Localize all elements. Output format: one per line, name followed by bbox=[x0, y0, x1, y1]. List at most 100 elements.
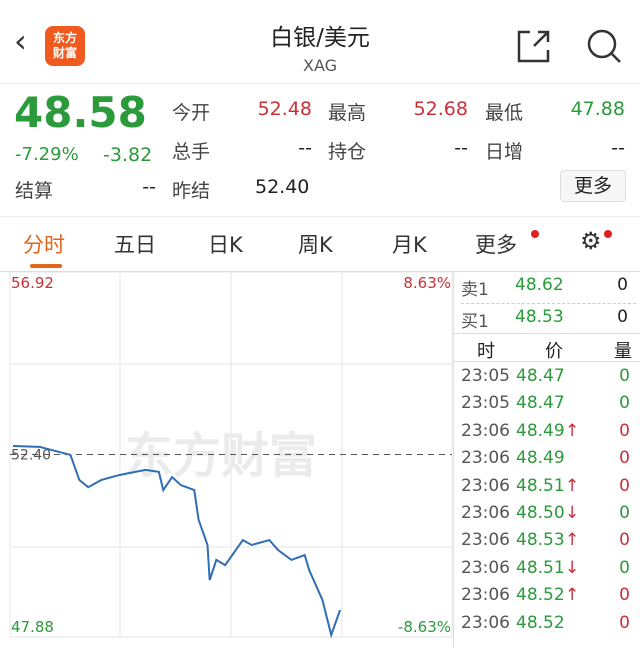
tick-time: 23:06 bbox=[461, 585, 510, 606]
tick-time: 23:06 bbox=[461, 503, 510, 523]
logo[interactable]: 东方财富 bbox=[45, 26, 85, 66]
bid-label: 买1 bbox=[461, 312, 489, 332]
more-button[interactable]: 更多 bbox=[560, 170, 626, 202]
ticks-header: 时 价 量 bbox=[461, 337, 636, 364]
divider bbox=[453, 272, 454, 648]
watermark: 东方财富 bbox=[125, 428, 317, 484]
ask-volume: 0 bbox=[617, 275, 628, 295]
divider bbox=[461, 303, 636, 304]
tick-row: 23:06 48.49 0 bbox=[461, 448, 636, 475]
tick-volume: 0 bbox=[619, 530, 630, 551]
search-icon[interactable] bbox=[586, 28, 624, 66]
tick-row: 23:06 48.53 ↑ 0 bbox=[461, 530, 636, 557]
tick-time: 23:06 bbox=[461, 612, 510, 633]
change-percent: -7.29% bbox=[15, 144, 79, 165]
high-value: 52.68 bbox=[413, 98, 468, 120]
tick-price: 48.49 bbox=[516, 420, 565, 441]
active-tab-indicator bbox=[30, 264, 62, 268]
tick-volume: 0 bbox=[619, 503, 630, 523]
symbol: XAG bbox=[302, 56, 338, 75]
tab-intraday[interactable]: 分时 bbox=[23, 233, 65, 257]
tick-volume: 0 bbox=[619, 393, 630, 414]
tab-five-day[interactable]: 五日 bbox=[114, 233, 156, 257]
prev-settle-value: 52.40 bbox=[255, 176, 310, 198]
tab-monthly-k[interactable]: 月K bbox=[392, 233, 427, 257]
header-time: 时 bbox=[477, 341, 495, 362]
volume-value: -- bbox=[298, 137, 312, 159]
pct-max-label: 8.63% bbox=[403, 274, 451, 292]
intraday-chart[interactable]: 东方财富 56.92 8.63% 52.40 47.88 -8.63% bbox=[0, 272, 455, 648]
tick-price: 48.47 bbox=[516, 393, 565, 414]
ref-label: 52.40 bbox=[11, 448, 51, 464]
divider bbox=[454, 333, 640, 334]
tick-arrow: ↑ bbox=[565, 475, 580, 496]
low-label: 最低 bbox=[485, 102, 524, 124]
bid-row: 买1 48.53 0 bbox=[461, 307, 636, 334]
period-tabs: 分时 五日 日K 周K 月K 更多 ⚙ bbox=[0, 216, 640, 272]
tab-more[interactable]: 更多 bbox=[475, 233, 517, 257]
ask-label: 卖1 bbox=[461, 280, 489, 300]
tick-time: 23:05 bbox=[461, 366, 510, 386]
notification-dot bbox=[604, 230, 612, 238]
daily-change-value: -- bbox=[611, 137, 625, 159]
top-bar: ‹ 东方财富 白银/美元 XAG bbox=[0, 0, 640, 84]
tick-volume: 0 bbox=[619, 448, 630, 469]
last-price: 48.58 bbox=[14, 88, 147, 137]
share-icon[interactable] bbox=[516, 28, 552, 64]
tick-row: 23:06 48.50 ↓ 0 bbox=[461, 503, 636, 530]
volume-label: 总手 bbox=[172, 141, 211, 163]
y-min-label: 47.88 bbox=[11, 618, 54, 636]
tick-volume: 0 bbox=[619, 475, 630, 496]
tick-price: 48.52 bbox=[516, 612, 565, 633]
tick-row: 23:06 48.52 0 bbox=[461, 613, 636, 640]
prev-settle-label: 昨结 bbox=[172, 180, 211, 202]
tick-price: 48.49 bbox=[516, 448, 565, 469]
open-interest-label: 持仓 bbox=[328, 141, 367, 163]
tick-arrow: ↑ bbox=[565, 530, 580, 551]
open-interest-value: -- bbox=[454, 137, 468, 159]
tab-weekly-k[interactable]: 周K bbox=[298, 233, 333, 257]
tick-price: 48.51 bbox=[516, 557, 565, 578]
tick-time: 23:06 bbox=[461, 557, 510, 578]
pct-min-label: -8.63% bbox=[398, 618, 451, 636]
tick-arrow: ↑ bbox=[565, 585, 580, 606]
divider bbox=[454, 361, 640, 362]
tick-row: 23:06 48.52 ↑ 0 bbox=[461, 585, 636, 612]
high-label: 最高 bbox=[328, 102, 367, 124]
tick-price: 48.53 bbox=[516, 530, 565, 551]
bid-price: 48.53 bbox=[515, 307, 564, 327]
tick-time: 23:06 bbox=[461, 475, 510, 496]
header-volume: 量 bbox=[614, 341, 632, 362]
price-line bbox=[12, 445, 342, 639]
open-value: 52.48 bbox=[257, 98, 312, 120]
y-max-label: 56.92 bbox=[11, 274, 54, 292]
tick-price: 48.51 bbox=[516, 475, 565, 496]
change-value: -3.82 bbox=[103, 144, 153, 166]
page-title: 白银/美元 bbox=[270, 25, 370, 51]
open-label: 今开 bbox=[172, 102, 211, 124]
tick-arrow: ↓ bbox=[565, 557, 580, 578]
tick-time: 23:06 bbox=[461, 448, 510, 469]
tick-row: 23:05 48.47 0 bbox=[461, 366, 636, 393]
tick-price: 48.50 bbox=[516, 503, 565, 523]
daily-change-label: 日增 bbox=[485, 141, 524, 163]
tick-arrow: ↓ bbox=[565, 503, 580, 523]
tab-daily-k[interactable]: 日K bbox=[208, 233, 243, 257]
tick-row: 23:06 48.51 ↑ 0 bbox=[461, 476, 636, 503]
settings-icon[interactable]: ⚙ bbox=[580, 227, 602, 255]
tick-row: 23:06 48.49 ↑ 0 bbox=[461, 421, 636, 448]
tick-volume: 0 bbox=[619, 585, 630, 606]
tick-time: 23:06 bbox=[461, 420, 510, 441]
tick-price: 48.47 bbox=[516, 366, 565, 386]
back-icon[interactable]: ‹ bbox=[14, 22, 27, 60]
ask-price: 48.62 bbox=[515, 275, 564, 295]
tick-row: 23:06 48.51 ↓ 0 bbox=[461, 558, 636, 585]
low-value: 47.88 bbox=[570, 98, 625, 120]
bid-volume: 0 bbox=[617, 307, 628, 327]
tick-time: 23:05 bbox=[461, 393, 510, 414]
tick-volume: 0 bbox=[619, 366, 630, 386]
notification-dot bbox=[531, 230, 539, 238]
tick-row: 23:05 48.47 0 bbox=[461, 393, 636, 420]
tick-volume: 0 bbox=[619, 612, 630, 633]
settle-value: -- bbox=[142, 176, 156, 198]
